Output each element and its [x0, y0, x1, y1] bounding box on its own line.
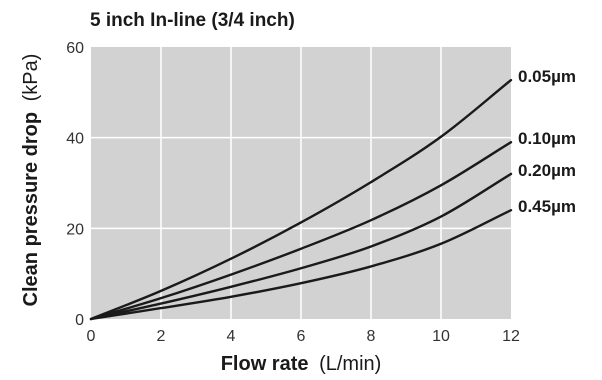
series-label: 0.10µm	[518, 129, 576, 148]
series-label: 0.05µm	[518, 67, 576, 86]
x-tick-label: 0	[87, 328, 96, 345]
y-tick-label: 60	[66, 40, 84, 57]
series-line-3	[89, 209, 513, 321]
y-axis-label-main: Clean pressure drop	[20, 112, 42, 307]
x-axis-label-unit: (L/min)	[319, 353, 381, 375]
series-label: 0.45µm	[518, 197, 576, 216]
x-tick-label: 10	[432, 328, 450, 345]
x-tick-label: 6	[297, 328, 306, 345]
x-tick-label: 12	[502, 328, 520, 345]
y-axis-label: Clean pressure drop (kPa)	[20, 54, 42, 307]
y-axis-label-unit: (kPa)	[20, 54, 42, 102]
x-tick-label: 4	[227, 328, 236, 345]
series-label: 0.20µm	[518, 161, 576, 180]
chart-title: 5 inch In-line (3/4 inch)	[90, 10, 295, 31]
plot-area: 0 2 4 6 8 10 12 0 20 40 60 0.05µm 0.10µm 0.20µm 0.45µm	[66, 40, 576, 345]
series-line-2	[89, 172, 513, 321]
x-axis-label: Flow rate (L/min)	[221, 353, 382, 375]
series-line-1	[89, 141, 513, 321]
y-tick-label: 0	[75, 312, 84, 329]
x-tick-label: 8	[367, 328, 376, 345]
series-line-0	[89, 78, 513, 321]
y-tick-label: 20	[66, 221, 84, 238]
x-axis-label-main: Flow rate	[221, 353, 309, 375]
x-tick-label: 2	[157, 328, 166, 345]
y-tick-label: 40	[66, 131, 84, 148]
